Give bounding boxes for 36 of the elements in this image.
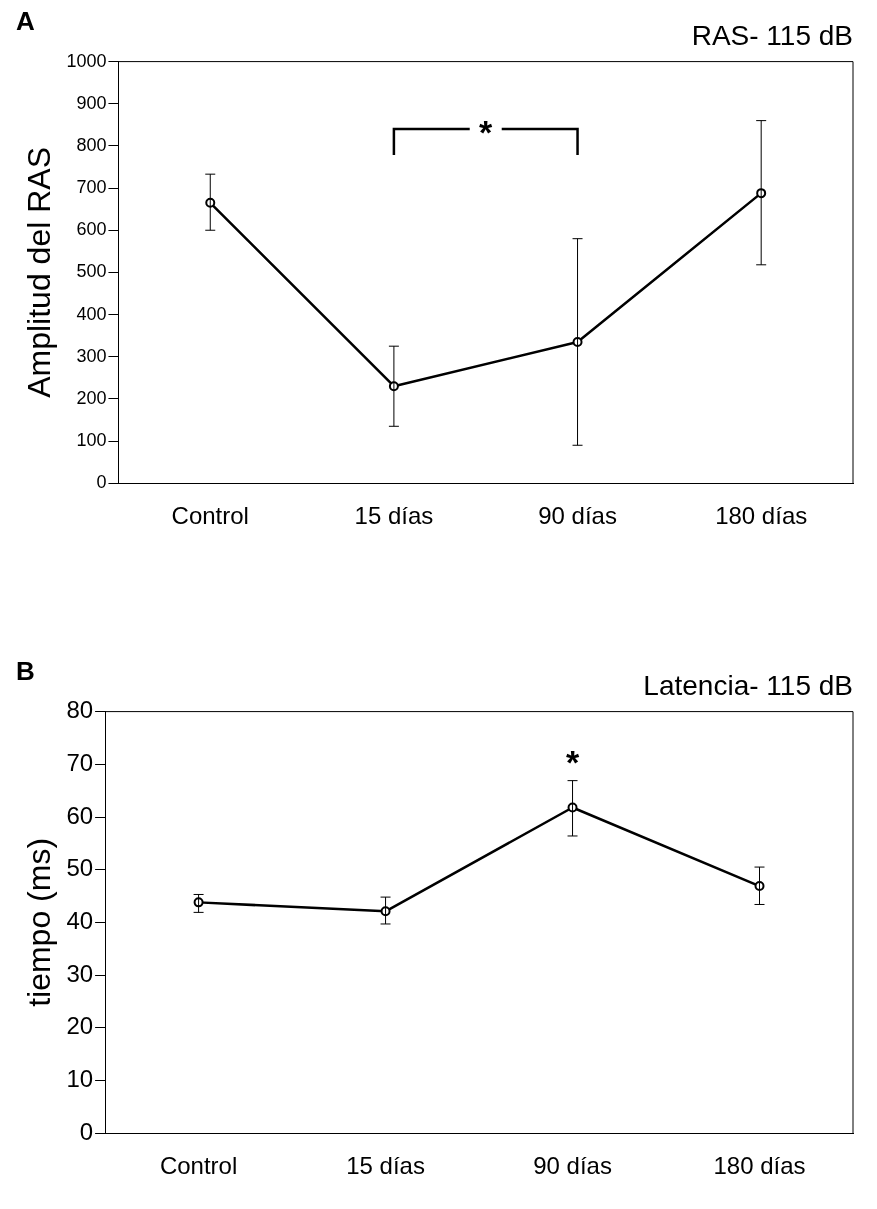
text: B (16, 656, 35, 687)
y-tick-label: 300 (76, 345, 107, 366)
y-tick-label: 900 (76, 92, 107, 113)
y-tick-label: 30 (66, 959, 94, 987)
y-tick-label: 60 (66, 801, 94, 829)
y-tick-label: 600 (76, 219, 107, 240)
y-tick-label: 700 (76, 177, 107, 198)
chart-title: Latencia- 115 dB (643, 669, 853, 701)
text: A (16, 6, 35, 37)
y-tick-label: 500 (76, 261, 107, 282)
y-axis-title: tiempo (ms) (21, 837, 58, 1007)
y-tick-label: 10 (66, 1065, 94, 1093)
chart-title: RAS- 115 dB (691, 19, 853, 51)
y-tick-label: 70 (66, 748, 94, 776)
y-tick-label: 40 (66, 907, 94, 935)
x-tick-label: Control (171, 502, 249, 530)
x-tick-label: 15 días (346, 1152, 425, 1180)
y-tick-label: 20 (66, 1012, 94, 1040)
y-tick-label: 50 (66, 854, 94, 882)
y-tick-label: 80 (66, 696, 94, 724)
y-tick-label: 800 (76, 134, 107, 155)
x-tick-label: 180 días (715, 502, 808, 530)
y-axis-title: Amplitud del RAS (21, 147, 58, 398)
x-tick-label: 180 días (713, 1152, 806, 1180)
y-tick-label: 0 (79, 1117, 94, 1145)
y-tick-label: 1000 (66, 50, 107, 71)
x-tick-label: 15 días (354, 502, 434, 530)
y-tick-label: 100 (76, 430, 107, 451)
annotation: * (565, 743, 580, 782)
x-tick-label: 90 días (538, 502, 617, 530)
y-tick-label: 0 (96, 472, 107, 493)
y-tick-label: 200 (76, 387, 107, 408)
annotation: * (479, 113, 494, 152)
x-tick-label: Control (159, 1152, 238, 1180)
x-tick-label: 90 días (533, 1152, 612, 1180)
y-tick-label: 400 (76, 303, 107, 324)
